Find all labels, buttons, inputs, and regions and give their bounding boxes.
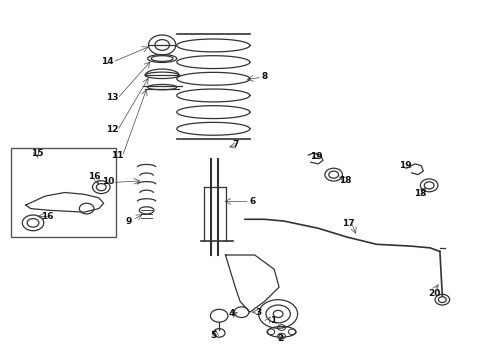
Text: 1: 1 [270, 315, 276, 324]
Text: 2: 2 [277, 334, 284, 343]
Text: 14: 14 [101, 57, 114, 66]
Text: 6: 6 [249, 197, 255, 206]
Text: 4: 4 [229, 310, 235, 319]
Text: 17: 17 [342, 219, 355, 228]
Text: 10: 10 [102, 177, 115, 186]
Text: 13: 13 [106, 93, 119, 102]
Text: 18: 18 [339, 176, 352, 185]
Text: 15: 15 [31, 149, 43, 158]
Bar [11, 148, 116, 237]
Text: 19: 19 [399, 161, 412, 170]
Text: 8: 8 [261, 72, 268, 81]
Text: 12: 12 [106, 125, 119, 134]
Text: 7: 7 [232, 140, 239, 149]
Text: 9: 9 [126, 217, 132, 226]
Text: 20: 20 [428, 289, 441, 298]
Text: 16: 16 [42, 212, 54, 221]
Text: 18: 18 [414, 189, 427, 198]
Text: 5: 5 [211, 331, 217, 340]
Text: 19: 19 [310, 152, 322, 161]
Text: 3: 3 [255, 308, 261, 317]
Text: 16: 16 [88, 172, 100, 181]
Text: 11: 11 [111, 151, 123, 160]
